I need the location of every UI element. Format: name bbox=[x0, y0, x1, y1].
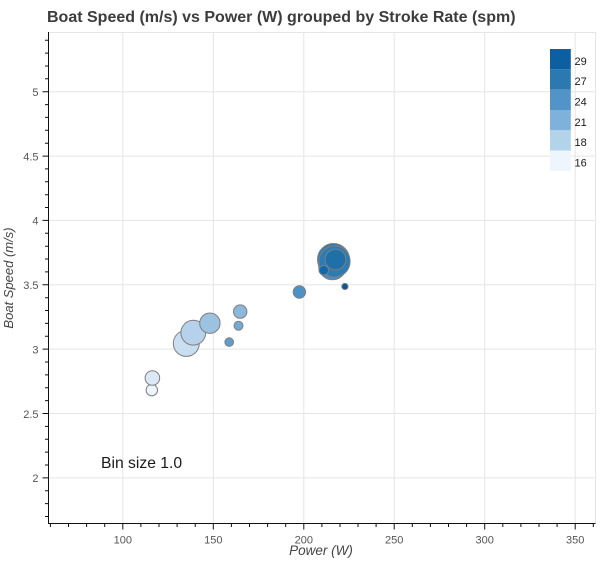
svg-text:21: 21 bbox=[575, 117, 587, 129]
svg-text:16: 16 bbox=[575, 157, 587, 169]
svg-text:24: 24 bbox=[575, 96, 587, 108]
svg-text:300: 300 bbox=[476, 535, 494, 547]
svg-text:100: 100 bbox=[114, 535, 132, 547]
svg-text:150: 150 bbox=[204, 535, 222, 547]
svg-text:Boat Speed (m/s): Boat Speed (m/s) bbox=[1, 227, 16, 328]
svg-text:3.5: 3.5 bbox=[23, 280, 38, 292]
svg-text:Power (W): Power (W) bbox=[289, 543, 353, 558]
svg-text:18: 18 bbox=[575, 137, 587, 149]
svg-text:5: 5 bbox=[32, 87, 38, 99]
svg-text:2: 2 bbox=[32, 473, 38, 485]
svg-text:Bin size 1.0: Bin size 1.0 bbox=[101, 455, 182, 472]
svg-text:4.5: 4.5 bbox=[23, 151, 38, 163]
svg-text:3: 3 bbox=[32, 344, 38, 356]
svg-text:27: 27 bbox=[575, 76, 587, 88]
svg-text:4: 4 bbox=[32, 216, 38, 228]
svg-text:200: 200 bbox=[295, 535, 313, 547]
svg-text:29: 29 bbox=[575, 56, 587, 68]
svg-text:2.5: 2.5 bbox=[23, 409, 38, 421]
svg-text:Boat Speed (m/s) vs Power (W): Boat Speed (m/s) vs Power (W) grouped by… bbox=[47, 9, 516, 26]
svg-text:350: 350 bbox=[566, 535, 584, 547]
svg-text:250: 250 bbox=[385, 535, 403, 547]
